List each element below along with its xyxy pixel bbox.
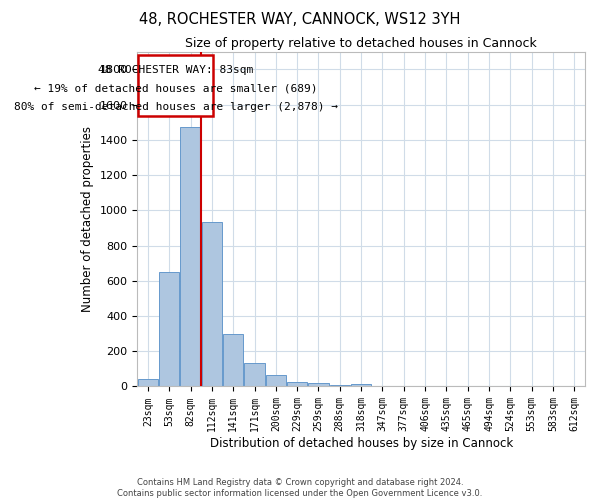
Bar: [223, 334, 244, 386]
Text: 48, ROCHESTER WAY, CANNOCK, WS12 3YH: 48, ROCHESTER WAY, CANNOCK, WS12 3YH: [139, 12, 461, 28]
Bar: [244, 362, 265, 386]
Text: Contains HM Land Registry data © Crown copyright and database right 2024.
Contai: Contains HM Land Registry data © Crown c…: [118, 478, 482, 498]
Text: 80% of semi-detached houses are larger (2,878) →: 80% of semi-detached houses are larger (…: [14, 102, 338, 112]
FancyBboxPatch shape: [137, 55, 214, 116]
Bar: [351, 384, 371, 386]
Bar: [329, 384, 350, 386]
Bar: [202, 222, 222, 386]
Bar: [266, 375, 286, 386]
X-axis label: Distribution of detached houses by size in Cannock: Distribution of detached houses by size …: [209, 437, 513, 450]
Bar: [159, 272, 179, 386]
Title: Size of property relative to detached houses in Cannock: Size of property relative to detached ho…: [185, 38, 537, 51]
Bar: [181, 128, 200, 386]
Bar: [308, 384, 329, 386]
Text: ← 19% of detached houses are smaller (689): ← 19% of detached houses are smaller (68…: [34, 84, 317, 94]
Text: 48 ROCHESTER WAY: 83sqm: 48 ROCHESTER WAY: 83sqm: [98, 65, 253, 75]
Bar: [138, 380, 158, 386]
Bar: [287, 382, 307, 386]
Y-axis label: Number of detached properties: Number of detached properties: [81, 126, 94, 312]
